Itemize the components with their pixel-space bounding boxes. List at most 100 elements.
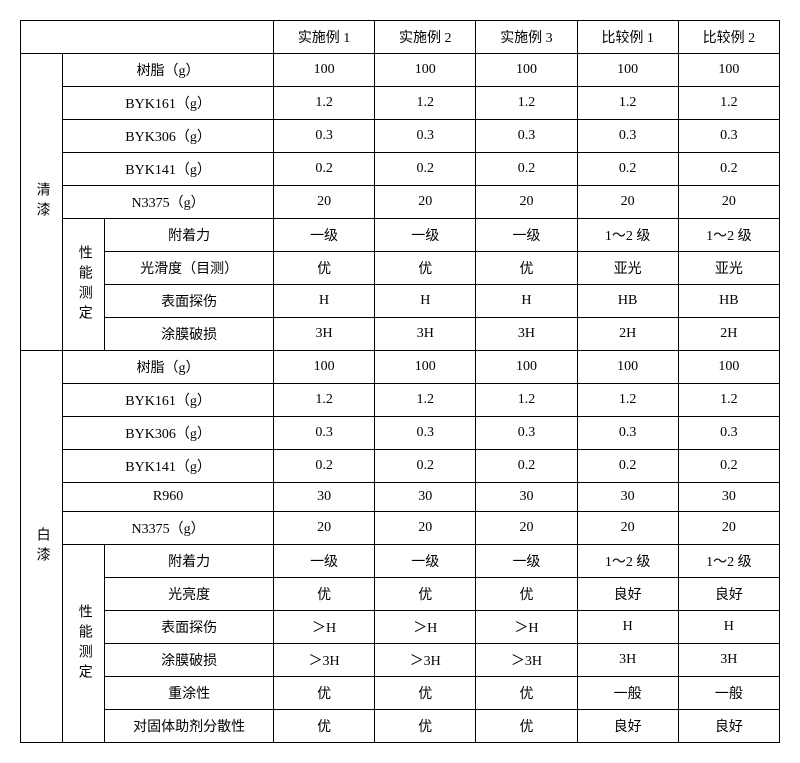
table-row: BYK306（g） 0.3 0.3 0.3 0.3 0.3: [21, 120, 780, 153]
cell: 1.2: [375, 384, 476, 417]
cell: 1.2: [476, 384, 577, 417]
cell: 100: [476, 54, 577, 87]
cell: 优: [476, 252, 577, 285]
cell: 100: [476, 351, 577, 384]
row-label: 涂膜破损: [105, 644, 274, 677]
cell: 优: [273, 252, 374, 285]
cell: 0.3: [476, 120, 577, 153]
subcategory-perf: 性能测定: [63, 545, 105, 743]
cell: H: [375, 285, 476, 318]
row-label: 表面探伤: [105, 285, 274, 318]
cell: 0.3: [577, 120, 678, 153]
table-row: 表面探伤 ＞H ＞H ＞H H H: [21, 611, 780, 644]
cell: 100: [273, 351, 374, 384]
cell: 30: [476, 483, 577, 512]
cell: 2H: [577, 318, 678, 351]
cell: 1～2 级: [678, 545, 779, 578]
cell: 一级: [476, 545, 577, 578]
cell: 优: [375, 677, 476, 710]
cell: 1～2 级: [577, 545, 678, 578]
cell: ＞H: [476, 611, 577, 644]
cell: 1.2: [577, 384, 678, 417]
row-label: 光亮度: [105, 578, 274, 611]
cell: H: [273, 285, 374, 318]
row-label: BYK306（g）: [63, 120, 274, 153]
row-label: 光滑度（目测）: [105, 252, 274, 285]
row-label: BYK161（g）: [63, 384, 274, 417]
cell: 0.3: [678, 120, 779, 153]
cell: 100: [678, 351, 779, 384]
row-label: N3375（g）: [63, 512, 274, 545]
row-label: BYK306（g）: [63, 417, 274, 450]
cell: 20: [476, 186, 577, 219]
cell: 亚光: [577, 252, 678, 285]
cell: 0.3: [577, 417, 678, 450]
cell: 优: [476, 677, 577, 710]
cell: 一般: [577, 677, 678, 710]
table-row: 性能测定 附着力 一级 一级 一级 1～2 级 1～2 级: [21, 545, 780, 578]
cell: 100: [375, 54, 476, 87]
cell: ＞3H: [476, 644, 577, 677]
cell: 0.2: [476, 450, 577, 483]
cell: 优: [476, 578, 577, 611]
cell: 0.2: [678, 153, 779, 186]
table-header-row: 实施例 1 实施例 2 实施例 3 比较例 1 比较例 2: [21, 21, 780, 54]
row-label: BYK141（g）: [63, 153, 274, 186]
cell: 良好: [577, 578, 678, 611]
cell: 0.2: [375, 450, 476, 483]
cell: 一级: [273, 545, 374, 578]
cell: 优: [375, 578, 476, 611]
cell: 3H: [577, 644, 678, 677]
cell: 0.2: [476, 153, 577, 186]
cell: 1.2: [273, 87, 374, 120]
cell: 0.2: [678, 450, 779, 483]
cell: 一级: [375, 219, 476, 252]
table-row: 光亮度 优 优 优 良好 良好: [21, 578, 780, 611]
cell: 20: [273, 186, 374, 219]
table-row: 清漆 树脂（g） 100 100 100 100 100: [21, 54, 780, 87]
row-label: BYK141（g）: [63, 450, 274, 483]
table-row: BYK141（g） 0.2 0.2 0.2 0.2 0.2: [21, 153, 780, 186]
row-label: 表面探伤: [105, 611, 274, 644]
cell: 1～2 级: [678, 219, 779, 252]
cell: 3H: [678, 644, 779, 677]
cell: 0.2: [577, 153, 678, 186]
cell: 0.3: [375, 120, 476, 153]
cell: 良好: [678, 578, 779, 611]
cell: H: [476, 285, 577, 318]
table-row: BYK161（g） 1.2 1.2 1.2 1.2 1.2: [21, 384, 780, 417]
cell: 一级: [375, 545, 476, 578]
row-label: 涂膜破损: [105, 318, 274, 351]
table-row: 涂膜破损 ＞3H ＞3H ＞3H 3H 3H: [21, 644, 780, 677]
row-label: BYK161（g）: [63, 87, 274, 120]
cell: 20: [476, 512, 577, 545]
table-row: 光滑度（目测） 优 优 优 亚光 亚光: [21, 252, 780, 285]
table-row: 涂膜破损 3H 3H 3H 2H 2H: [21, 318, 780, 351]
cell: 3H: [273, 318, 374, 351]
cell: 1.2: [678, 384, 779, 417]
table-row: R960 30 30 30 30 30: [21, 483, 780, 512]
row-label: 重涂性: [105, 677, 274, 710]
table-row: BYK306（g） 0.3 0.3 0.3 0.3 0.3: [21, 417, 780, 450]
cell: 30: [375, 483, 476, 512]
cell: 1～2 级: [577, 219, 678, 252]
table-row: N3375（g） 20 20 20 20 20: [21, 512, 780, 545]
cell: 优: [273, 578, 374, 611]
cell: 1.2: [273, 384, 374, 417]
cell: 30: [577, 483, 678, 512]
cell: H: [577, 611, 678, 644]
cell: 优: [273, 677, 374, 710]
table-row: 性能测定 附着力 一级 一级 一级 1～2 级 1～2 级: [21, 219, 780, 252]
cell: 100: [375, 351, 476, 384]
cell: 30: [273, 483, 374, 512]
cell: 1.2: [476, 87, 577, 120]
cell: 0.3: [273, 120, 374, 153]
cell: HB: [577, 285, 678, 318]
cell: 0.3: [375, 417, 476, 450]
cell: 20: [678, 186, 779, 219]
cell: 100: [678, 54, 779, 87]
category-qingqi: 清漆: [21, 54, 63, 351]
table-row: 表面探伤 H H H HB HB: [21, 285, 780, 318]
comparison-table: 实施例 1 实施例 2 实施例 3 比较例 1 比较例 2 清漆 树脂（g） 1…: [20, 20, 780, 743]
table-row: 重涂性 优 优 优 一般 一般: [21, 677, 780, 710]
